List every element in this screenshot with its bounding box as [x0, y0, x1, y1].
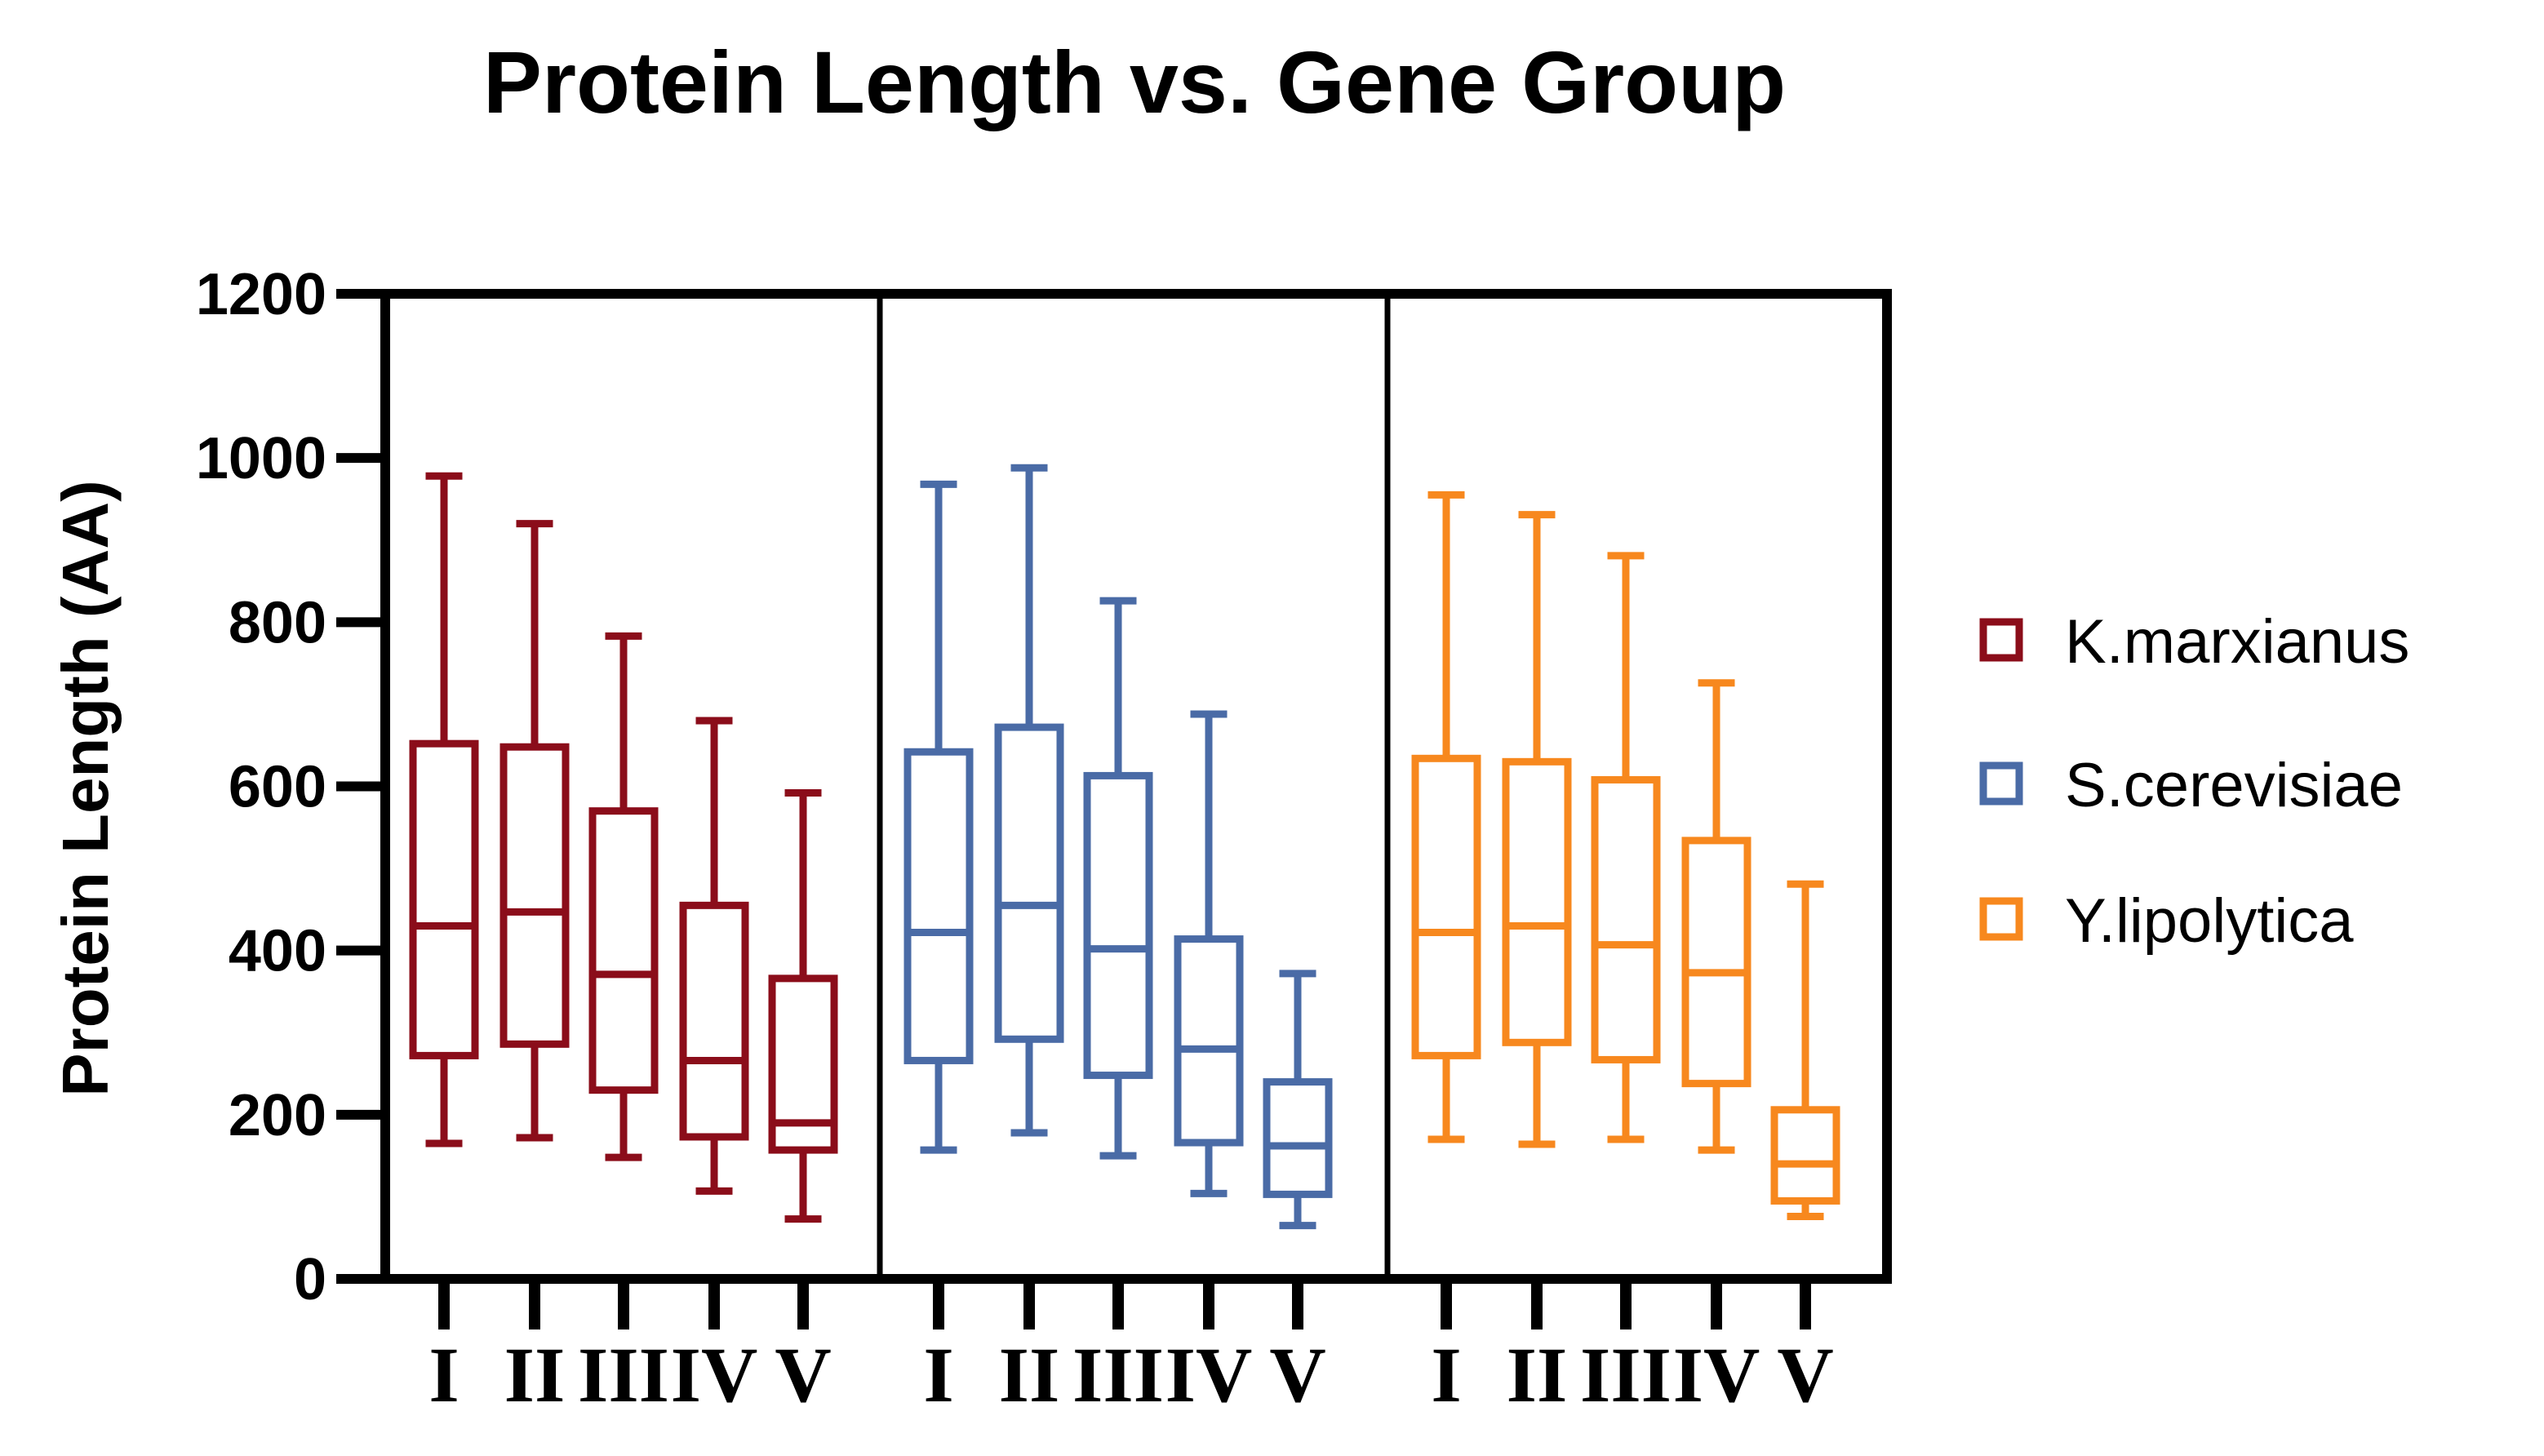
x-tick-label-Y.lipolytica-IV: IV — [1673, 1331, 1760, 1418]
legend-label: K.marxianus — [2065, 607, 2409, 677]
legend-item-Y.lipolytica: Y.lipolytica — [1979, 886, 2354, 956]
box-S.cerevisiae-II — [994, 464, 1064, 1137]
y-tick-label-1000: 1000 — [196, 426, 326, 491]
box-K.marxianus-I — [409, 472, 479, 1147]
y-tick-label-0: 0 — [294, 1247, 326, 1312]
box-iqr — [1681, 837, 1751, 1088]
x-tick-label-S.cerevisiae-III: III — [1072, 1331, 1164, 1418]
legend: K.marxianus S.cerevisiae Y.lipolytica — [1979, 607, 2409, 956]
box-iqr — [679, 901, 749, 1141]
legend-item-K.marxianus: K.marxianus — [1979, 607, 2409, 677]
x-tick-label-K.marxianus-IV: IV — [671, 1331, 758, 1418]
box-iqr — [1174, 935, 1244, 1147]
x-tick-label-Y.lipolytica-V: V — [1777, 1331, 1833, 1418]
x-tick-label-S.cerevisiae-V: V — [1269, 1331, 1325, 1418]
x-tick-label-S.cerevisiae-IV: IV — [1165, 1331, 1253, 1418]
x-tick-label-S.cerevisiae-I: I — [923, 1331, 953, 1418]
x-tick-label-Y.lipolytica-I: I — [1431, 1331, 1461, 1418]
y-tick-label-600: 600 — [229, 755, 326, 820]
box-Y.lipolytica-I — [1411, 491, 1481, 1143]
box-K.marxianus-II — [499, 520, 570, 1142]
box-iqr — [1263, 1078, 1333, 1198]
box-iqr — [1502, 757, 1572, 1046]
y-tick-label-200: 200 — [229, 1083, 326, 1148]
box-K.marxianus-IV — [679, 717, 749, 1195]
legend-swatch — [1979, 761, 2023, 806]
x-tick-label-K.marxianus-III: III — [578, 1331, 669, 1418]
legend-item-S.cerevisiae: S.cerevisiae — [1979, 751, 2403, 820]
box-iqr — [1083, 771, 1153, 1080]
x-tick-label-K.marxianus-I: I — [428, 1331, 459, 1418]
box-S.cerevisiae-III — [1083, 597, 1153, 1160]
x-tick-label-K.marxianus-II: II — [504, 1331, 566, 1418]
box-K.marxianus-III — [588, 632, 659, 1161]
box-iqr — [1770, 1106, 1840, 1205]
chart-title: Protein Length vs. Gene Group — [483, 33, 1786, 131]
x-tick-label-Y.lipolytica-III: III — [1580, 1331, 1672, 1418]
legend-swatch — [1979, 618, 2023, 662]
box-S.cerevisiae-I — [903, 480, 974, 1154]
box-iqr — [903, 748, 974, 1064]
box-S.cerevisiae-IV — [1174, 710, 1244, 1197]
x-tick-label-S.cerevisiae-II: II — [999, 1331, 1060, 1418]
x-tick-label-K.marxianus-V: V — [775, 1331, 831, 1418]
box-Y.lipolytica-II — [1502, 511, 1572, 1148]
box-Y.lipolytica-III — [1591, 552, 1661, 1143]
y-axis-label: Protein Length (AA) — [49, 480, 122, 1096]
box-iqr — [1411, 754, 1481, 1059]
box-iqr — [994, 723, 1064, 1043]
box-Y.lipolytica-IV — [1681, 679, 1751, 1154]
y-tick-label-800: 800 — [229, 590, 326, 655]
box-iqr — [588, 807, 659, 1094]
box-iqr — [1591, 775, 1661, 1063]
y-tick-label-400: 400 — [229, 919, 326, 984]
y-tick-label-1200: 1200 — [196, 262, 326, 327]
box-iqr — [499, 743, 570, 1048]
x-tick-label-Y.lipolytica-II: II — [1507, 1331, 1568, 1418]
box-Y.lipolytica-V — [1770, 880, 1840, 1221]
legend-swatch — [1979, 897, 2023, 941]
box-K.marxianus-V — [768, 789, 838, 1223]
legend-label: S.cerevisiae — [2065, 751, 2403, 820]
legend-label: Y.lipolytica — [2065, 886, 2354, 956]
box-S.cerevisiae-V — [1263, 970, 1333, 1230]
box-iqr — [409, 739, 479, 1059]
